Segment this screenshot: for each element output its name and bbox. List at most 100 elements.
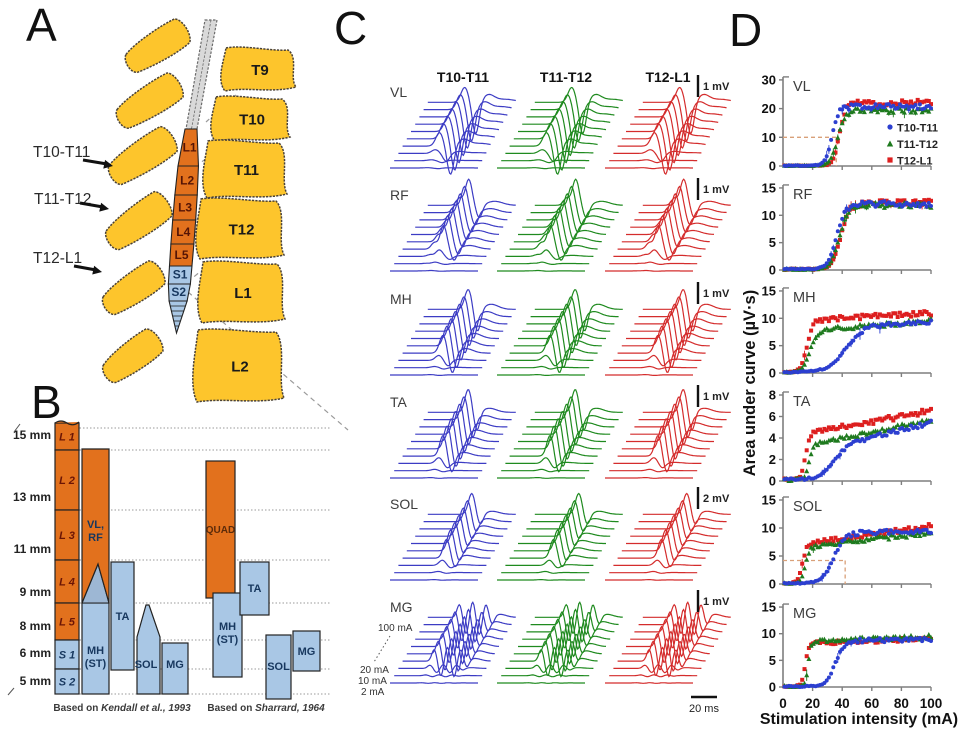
svg-text:T12-L1: T12-L1 <box>645 69 690 85</box>
svg-text:15: 15 <box>762 180 776 195</box>
svg-text:10: 10 <box>762 130 776 145</box>
svg-text:Area under curve (µV·s): Area under curve (µV·s) <box>741 290 759 476</box>
svg-text:L 3: L 3 <box>59 530 75 542</box>
svg-text:1 mV: 1 mV <box>703 391 730 403</box>
svg-text:2 mA: 2 mA <box>361 687 385 698</box>
svg-text:MH: MH <box>390 291 412 307</box>
svg-text:MG: MG <box>390 599 413 615</box>
svg-text:MH: MH <box>793 290 816 306</box>
svg-text:20 mA: 20 mA <box>360 665 389 676</box>
svg-text:S2: S2 <box>171 285 186 299</box>
svg-text:VL: VL <box>793 79 811 95</box>
svg-text:S 2: S 2 <box>59 677 76 689</box>
svg-text:0: 0 <box>769 263 776 278</box>
svg-text:8: 8 <box>769 388 776 403</box>
svg-text:MH: MH <box>87 645 104 657</box>
svg-text:T11: T11 <box>234 162 259 179</box>
svg-text:9 mm: 9 mm <box>20 585 51 599</box>
svg-text:1 mV: 1 mV <box>703 184 730 196</box>
svg-text:40: 40 <box>835 696 850 711</box>
svg-text:RF: RF <box>793 187 812 203</box>
svg-text:L1: L1 <box>183 141 197 155</box>
svg-text:15: 15 <box>762 600 776 615</box>
svg-text:MG: MG <box>298 646 316 658</box>
svg-text:0: 0 <box>769 366 776 381</box>
svg-text:C: C <box>334 2 367 54</box>
svg-text:TA: TA <box>390 394 408 410</box>
svg-text:0: 0 <box>769 680 776 695</box>
svg-text:5: 5 <box>769 235 776 250</box>
svg-text:TA: TA <box>793 394 811 410</box>
svg-text:Based on Sharrard, 1964: Based on Sharrard, 1964 <box>207 703 325 714</box>
svg-text:T10: T10 <box>239 111 265 128</box>
svg-text:100: 100 <box>920 696 943 711</box>
svg-text:T10-T11: T10-T11 <box>897 123 938 135</box>
svg-text:0: 0 <box>769 474 776 489</box>
svg-text:T10-T11: T10-T11 <box>437 69 489 85</box>
svg-text:QUAD: QUAD <box>206 525 235 536</box>
svg-text:13 mm: 13 mm <box>13 490 51 504</box>
svg-text:TA: TA <box>116 611 130 623</box>
svg-text:0: 0 <box>779 696 787 711</box>
svg-text:Based on Kendall et al., 1993: Based on Kendall et al., 1993 <box>53 703 191 714</box>
svg-text:15: 15 <box>762 493 776 508</box>
svg-text:10 mA: 10 mA <box>358 676 387 687</box>
svg-text:MG: MG <box>166 659 184 671</box>
svg-text:T11-T12: T11-T12 <box>540 69 592 85</box>
svg-text:5: 5 <box>769 653 776 668</box>
svg-text:L2: L2 <box>231 358 249 375</box>
svg-text:20: 20 <box>805 696 820 711</box>
svg-text:L 1: L 1 <box>59 432 75 444</box>
svg-text:5 mm: 5 mm <box>20 674 51 688</box>
svg-text:20 ms: 20 ms <box>689 703 719 715</box>
svg-text:1 mV: 1 mV <box>703 596 730 608</box>
svg-text:T12-L1: T12-L1 <box>33 250 82 267</box>
svg-text:VL: VL <box>390 84 407 100</box>
svg-text:0: 0 <box>769 159 776 174</box>
svg-text:MG: MG <box>793 606 816 622</box>
svg-text:5: 5 <box>769 549 776 564</box>
svg-text:L4: L4 <box>176 225 190 239</box>
svg-text:S 1: S 1 <box>59 650 76 662</box>
svg-text:T11-T12: T11-T12 <box>34 191 91 208</box>
svg-text:SOL: SOL <box>135 659 158 671</box>
svg-text:8 mm: 8 mm <box>20 619 51 633</box>
svg-text:RF: RF <box>390 187 409 203</box>
svg-text:D: D <box>729 4 762 56</box>
svg-text:L2: L2 <box>180 174 194 188</box>
svg-text:1 mV: 1 mV <box>703 288 730 300</box>
svg-text:15 mm: 15 mm <box>13 428 51 442</box>
svg-text:RF: RF <box>88 532 103 544</box>
svg-text:10: 10 <box>762 626 776 641</box>
svg-text:10: 10 <box>762 311 776 326</box>
svg-text:T12-L1: T12-L1 <box>897 156 932 168</box>
svg-text:30: 30 <box>762 72 776 87</box>
svg-text:L1: L1 <box>234 285 252 302</box>
svg-text:6: 6 <box>769 409 776 424</box>
svg-text:S1: S1 <box>173 268 188 282</box>
svg-text:L 2: L 2 <box>59 475 75 487</box>
svg-text:(ST): (ST) <box>217 634 239 646</box>
svg-text:Stimulation intensity (mA): Stimulation intensity (mA) <box>760 711 958 728</box>
svg-text:11 mm: 11 mm <box>14 542 51 556</box>
svg-text:TA: TA <box>248 583 262 595</box>
svg-text:(ST): (ST) <box>85 658 107 670</box>
svg-text:2: 2 <box>769 452 776 467</box>
svg-text:60: 60 <box>864 696 879 711</box>
svg-text:10: 10 <box>762 208 776 223</box>
svg-text:VL,: VL, <box>87 519 104 531</box>
svg-text:10: 10 <box>762 521 776 536</box>
svg-text:L3: L3 <box>178 201 192 215</box>
svg-text:T9: T9 <box>251 62 269 79</box>
svg-text:20: 20 <box>762 101 776 116</box>
svg-text:MH: MH <box>219 621 236 633</box>
svg-text:T11-T12: T11-T12 <box>897 139 938 151</box>
svg-text:2 mV: 2 mV <box>703 493 730 505</box>
svg-text:6 mm: 6 mm <box>20 646 51 660</box>
svg-text:1 mV: 1 mV <box>703 81 730 93</box>
svg-text:SOL: SOL <box>267 661 290 673</box>
svg-text:L 5: L 5 <box>59 617 76 629</box>
svg-text:T12: T12 <box>229 221 255 238</box>
svg-text:0: 0 <box>769 577 776 592</box>
svg-text:15: 15 <box>762 283 776 298</box>
